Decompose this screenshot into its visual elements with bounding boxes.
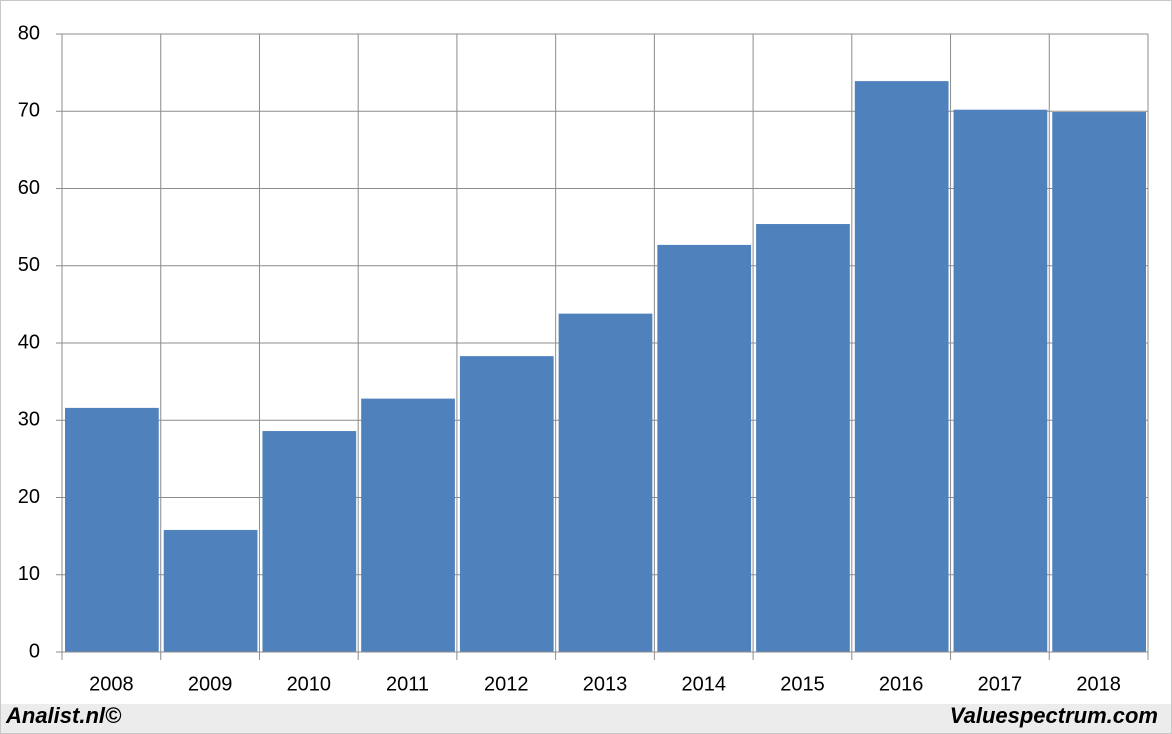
source-left: Analist.nl© xyxy=(5,703,122,728)
bar xyxy=(163,529,258,652)
y-tick-label: 60 xyxy=(18,177,40,199)
x-tick-label: 2015 xyxy=(780,673,825,695)
x-tick-label: 2014 xyxy=(681,673,726,695)
bar xyxy=(65,407,159,652)
bar xyxy=(657,244,752,652)
y-tick-label: 70 xyxy=(18,100,40,122)
bar xyxy=(854,81,949,652)
footer-band xyxy=(1,704,1171,733)
y-tick-label: 10 xyxy=(18,563,40,585)
x-tick-label: 2008 xyxy=(89,673,134,695)
x-tick-label: 2009 xyxy=(188,673,233,695)
y-tick-label: 30 xyxy=(18,409,40,431)
x-tick-label: 2010 xyxy=(287,673,332,695)
source-right: Valuespectrum.com xyxy=(950,703,1158,728)
bar xyxy=(953,109,1048,652)
x-tick-label: 2017 xyxy=(978,673,1023,695)
y-tick-label: 0 xyxy=(29,640,40,662)
bar xyxy=(459,356,554,652)
x-tick-label: 2018 xyxy=(1076,673,1121,695)
x-tick-label: 2013 xyxy=(583,673,628,695)
bar xyxy=(1052,112,1146,652)
bar xyxy=(262,431,357,652)
y-tick-label: 20 xyxy=(18,486,40,508)
y-tick-label: 40 xyxy=(18,331,40,353)
y-tick-label: 80 xyxy=(18,22,40,44)
y-tick-label: 50 xyxy=(18,254,40,276)
bar xyxy=(558,313,653,652)
bar xyxy=(756,224,850,652)
x-tick-label: 2012 xyxy=(484,673,529,695)
x-tick-label: 2016 xyxy=(879,673,924,695)
x-tick-label: 2011 xyxy=(386,673,429,695)
bar xyxy=(361,398,455,652)
